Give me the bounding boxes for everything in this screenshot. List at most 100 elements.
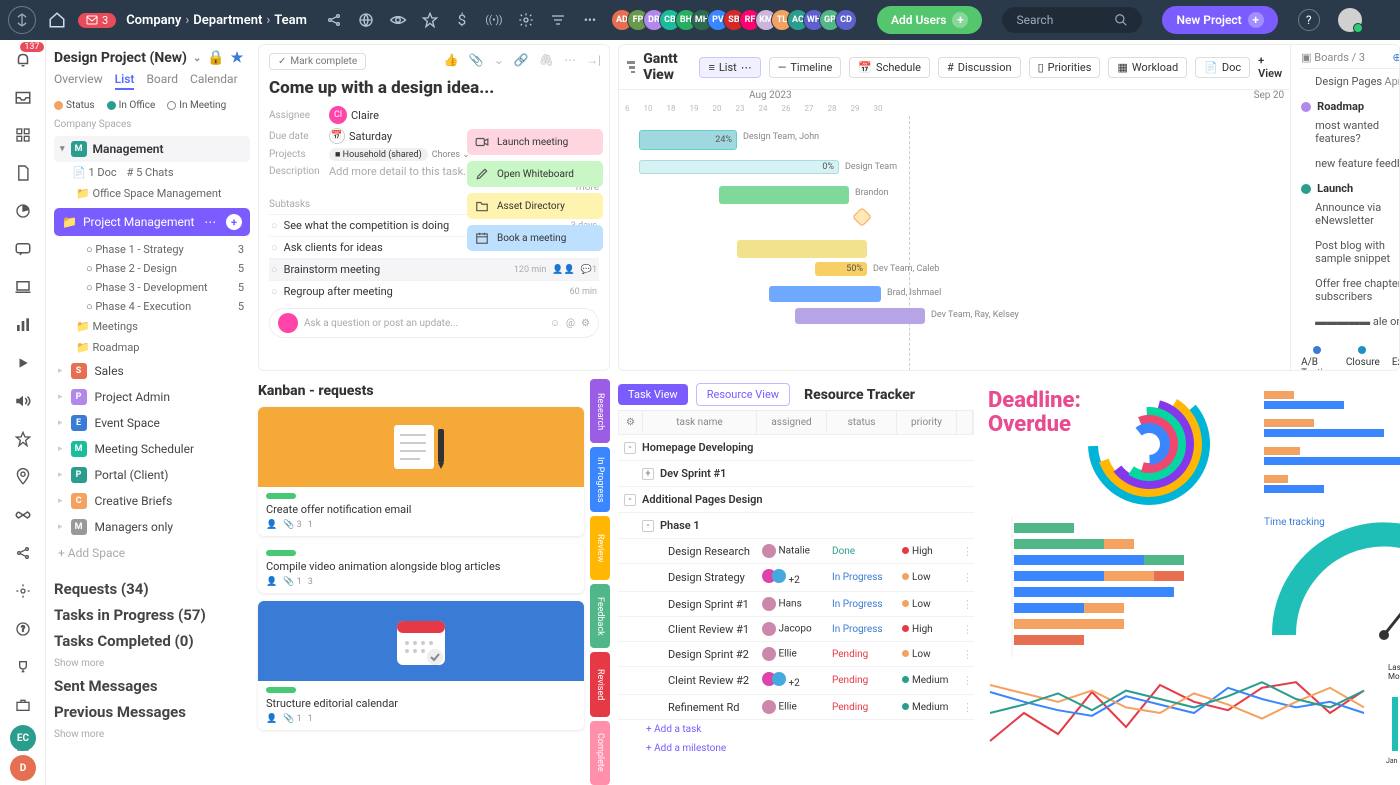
space-item[interactable]: ▸MManagers only	[54, 514, 250, 540]
link-prev[interactable]: Previous Messages	[54, 699, 250, 725]
quick-action[interactable]: Launch meeting	[467, 129, 603, 155]
trophy-icon[interactable]	[12, 656, 34, 678]
gear2-icon[interactable]	[12, 580, 34, 602]
link-inprogress[interactable]: Tasks in Progress (57)	[54, 602, 250, 628]
view-priorities[interactable]: ▯ Priorities	[1029, 57, 1101, 78]
search-input[interactable]: Search	[1002, 7, 1142, 33]
add-space[interactable]: + Add Space	[54, 540, 250, 566]
space-item[interactable]: ▸PPortal (Client)	[54, 462, 250, 488]
kanban-lane[interactable]: Revised	[590, 652, 610, 716]
attach-icon[interactable]: 📎	[469, 53, 484, 67]
board-section[interactable]: Roadmap	[1301, 100, 1400, 113]
timer-icon[interactable]	[12, 200, 34, 222]
view-workload[interactable]: ▦ Workload	[1108, 57, 1187, 78]
desc-input[interactable]: Add more detail to this task...	[329, 165, 472, 178]
user-avatar[interactable]	[1338, 8, 1362, 32]
view-discussion[interactable]: # Discussion	[938, 57, 1021, 78]
help2-icon[interactable]: ?	[12, 618, 34, 640]
at-icon[interactable]: @	[566, 318, 575, 329]
gear-icon[interactable]	[517, 11, 535, 29]
space-item[interactable]: ▸SSales	[54, 358, 250, 384]
infinity-icon[interactable]	[12, 504, 34, 526]
tree-phase[interactable]: ○ Phase 3 - Development5	[54, 278, 250, 297]
space-item[interactable]: ▸PProject Admin	[54, 384, 250, 410]
gantt-bar[interactable]	[769, 286, 881, 302]
quick-action[interactable]: Asset Directory	[467, 193, 603, 219]
link-sent[interactable]: Sent Messages	[54, 673, 250, 699]
team-avatars[interactable]: ADFPDRCBBHMHPVSBRFKMTLACWHGPCD	[617, 9, 857, 31]
tree-management[interactable]: ▾ M Management	[54, 136, 250, 162]
tree-project-mgmt[interactable]: 📁Project Management ⋯+	[54, 208, 250, 236]
breadcrumb[interactable]: Company› Department› Team	[126, 13, 307, 28]
stats-icon[interactable]	[12, 314, 34, 336]
star-icon[interactable]: ★	[231, 50, 244, 66]
doc-icon[interactable]	[12, 162, 34, 184]
crumb-department[interactable]: Department	[193, 13, 262, 28]
briefcase-icon[interactable]	[12, 694, 34, 716]
space-item[interactable]: ▸CCreative Briefs	[54, 488, 250, 514]
add-widget[interactable]: ⊕ Add widget	[1392, 51, 1400, 64]
space-item[interactable]: ▸MMeeting Scheduler	[54, 436, 250, 462]
tracker-row[interactable]: Design Research NatalieDoneHigh⋮	[618, 539, 974, 564]
mail-badge[interactable]: 3	[78, 13, 116, 28]
subtask-icon[interactable]: ⌄	[494, 53, 504, 67]
more-icon[interactable]: •••	[581, 11, 599, 29]
tree-phase[interactable]: ○ Phase 2 - Design5	[54, 259, 250, 278]
gantt-bar[interactable]: 24%	[639, 130, 737, 150]
gantt-bar[interactable]: 0%	[639, 160, 839, 174]
kanban-lane[interactable]: Research	[590, 379, 610, 443]
assignee-name[interactable]: Claire	[351, 109, 379, 122]
star-icon[interactable]	[421, 11, 439, 29]
board-item[interactable]: Post blog with sample snippetMar 31 - Ap…	[1301, 233, 1400, 271]
tracker-group[interactable]: +Dev Sprint #1	[618, 461, 974, 487]
view-doc[interactable]: 📄 Doc	[1195, 57, 1250, 78]
workspace-ec[interactable]: EC	[10, 725, 36, 751]
inbox-icon[interactable]	[12, 86, 34, 108]
board-item[interactable]: Design PagesApr 1 - 1801	[1301, 69, 1400, 94]
globe-icon[interactable]	[357, 11, 375, 29]
kanban-card[interactable]: Structure editorial calendar👤📎 11	[258, 601, 584, 730]
board-item[interactable]: ▬▬▬▬▬ ale on siteApr 6	[1301, 309, 1400, 334]
kanban-lane[interactable]: Feedback	[590, 584, 610, 648]
boards-count[interactable]: Boards / 3	[1314, 51, 1365, 64]
doc-chats[interactable]: 📄 1 Doc # 5 Chats	[54, 162, 250, 183]
kanban-card[interactable]: Compile video animation alongside blog a…	[258, 544, 584, 593]
tracker-row[interactable]: Design Sprint #2 ElliePendingLow⋮	[618, 642, 974, 667]
tree-office-space[interactable]: 📁 Office Space Management	[54, 183, 250, 204]
crumb-team[interactable]: Team	[274, 13, 307, 28]
link-icon[interactable]: 🔗	[514, 53, 529, 67]
link-completed[interactable]: Tasks Completed (0)	[54, 628, 250, 654]
tree-phase[interactable]: ○ Phase 4 - Execution5	[54, 297, 250, 316]
settings-icon[interactable]: ⚙	[619, 411, 643, 434]
gantt-bar[interactable]	[795, 308, 925, 324]
view-schedule[interactable]: 📅 Schedule	[849, 57, 930, 78]
tab-board[interactable]: Board	[146, 72, 178, 90]
mark-complete-button[interactable]: ✓ Mark complete	[269, 53, 366, 70]
gantt-chart[interactable]: Aug 2023 Sep 20 61018192023242627282930 …	[619, 90, 1290, 371]
tree-roadmap[interactable]: 📁 Roadmap	[54, 337, 250, 358]
more-icon[interactable]: ⋯	[564, 53, 576, 67]
board-item[interactable]: Offer free chapter to subscribersApr 3 -…	[1301, 271, 1400, 309]
board-item[interactable]: Announce via eNewsletterMar 28 - 31	[1301, 195, 1400, 233]
share2-icon[interactable]	[12, 542, 34, 564]
add-users-button[interactable]: Add Users +	[877, 6, 983, 34]
tracker-row[interactable]: Design Strategy +2In ProgressLow⋮	[618, 564, 974, 592]
emoji-icon[interactable]: ☺	[550, 318, 560, 329]
kanban-lane[interactable]: In Progress	[590, 447, 610, 511]
add-view[interactable]: + View	[1258, 54, 1282, 80]
assignee-avatar[interactable]: Cl	[329, 106, 347, 124]
link-showmore[interactable]: Show more	[54, 654, 250, 673]
share-icon[interactable]	[325, 11, 343, 29]
kanban-lane[interactable]: Complete	[590, 721, 610, 785]
project-title[interactable]: Design Project (New) ⌄ 🔒 ★	[54, 50, 250, 66]
workspace-d[interactable]: D	[10, 755, 36, 781]
kanban-lane[interactable]: Review	[590, 516, 610, 580]
thumbs-icon[interactable]: 👍	[444, 53, 459, 67]
help-icon[interactable]: ?	[1298, 9, 1320, 31]
quick-action[interactable]: Book a meeting	[467, 225, 603, 251]
sound-icon[interactable]	[12, 390, 34, 412]
board-item[interactable]: most wanted features?Mar 17	[1301, 113, 1400, 151]
star2-icon[interactable]	[12, 428, 34, 450]
add-task[interactable]: + Add a task	[618, 720, 974, 739]
gantt-bar[interactable]: 50%	[815, 262, 867, 276]
